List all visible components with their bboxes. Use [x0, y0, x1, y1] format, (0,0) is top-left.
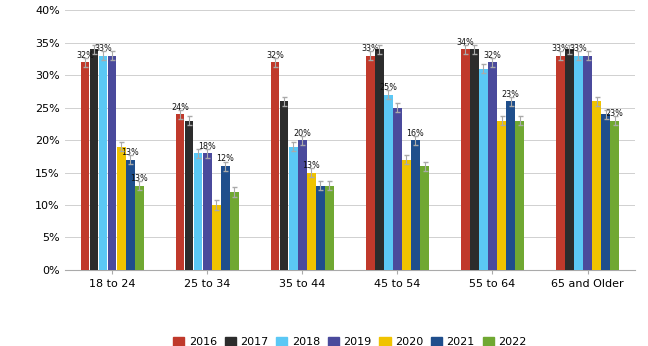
Bar — [556, 56, 564, 270]
Bar — [393, 108, 402, 270]
Bar — [213, 205, 220, 270]
Text: 20%: 20% — [294, 128, 311, 138]
Bar — [108, 56, 117, 270]
Bar — [601, 114, 610, 270]
Bar — [375, 49, 384, 270]
Text: 33%: 33% — [551, 44, 570, 53]
Text: 25%: 25% — [380, 83, 397, 92]
Bar — [498, 121, 505, 270]
Bar — [221, 166, 229, 270]
Legend: 2016, 2017, 2018, 2019, 2020, 2021, 2022: 2016, 2017, 2018, 2019, 2020, 2021, 2022 — [169, 333, 531, 346]
Text: 18%: 18% — [198, 142, 216, 151]
Text: 13%: 13% — [303, 161, 320, 170]
Bar — [565, 49, 573, 270]
Text: 32%: 32% — [266, 51, 284, 60]
Text: 13%: 13% — [130, 174, 148, 183]
Text: 23%: 23% — [502, 90, 520, 99]
Text: 16%: 16% — [407, 128, 424, 138]
Bar — [470, 49, 479, 270]
Text: 12%: 12% — [216, 154, 235, 164]
Text: 13%: 13% — [122, 148, 139, 157]
Bar — [194, 153, 202, 270]
Bar — [384, 95, 393, 270]
Bar — [592, 101, 601, 270]
Text: 32%: 32% — [483, 51, 502, 60]
Bar — [411, 140, 420, 270]
Bar — [325, 185, 334, 270]
Bar — [99, 56, 108, 270]
Bar — [515, 121, 524, 270]
Bar — [203, 153, 211, 270]
Bar — [81, 62, 89, 270]
Bar — [366, 56, 375, 270]
Bar — [402, 160, 411, 270]
Bar — [307, 173, 316, 270]
Bar — [610, 121, 619, 270]
Text: 32%: 32% — [76, 51, 94, 60]
Bar — [316, 185, 325, 270]
Bar — [90, 49, 98, 270]
Text: 24%: 24% — [171, 102, 189, 112]
Bar — [135, 185, 144, 270]
Text: 34%: 34% — [457, 38, 474, 47]
Bar — [461, 49, 470, 270]
Bar — [176, 114, 185, 270]
Bar — [271, 62, 279, 270]
Bar — [583, 56, 592, 270]
Bar — [280, 101, 288, 270]
Bar — [480, 69, 487, 270]
Bar — [117, 147, 126, 270]
Bar — [126, 160, 135, 270]
Text: 33%: 33% — [362, 44, 379, 53]
Bar — [489, 62, 496, 270]
Text: 33%: 33% — [570, 44, 587, 53]
Text: 23%: 23% — [606, 109, 623, 118]
Bar — [230, 192, 238, 270]
Bar — [298, 140, 307, 270]
Bar — [506, 101, 515, 270]
Bar — [185, 121, 194, 270]
Bar — [574, 56, 583, 270]
Text: 33%: 33% — [95, 44, 112, 53]
Bar — [421, 166, 429, 270]
Bar — [289, 147, 297, 270]
